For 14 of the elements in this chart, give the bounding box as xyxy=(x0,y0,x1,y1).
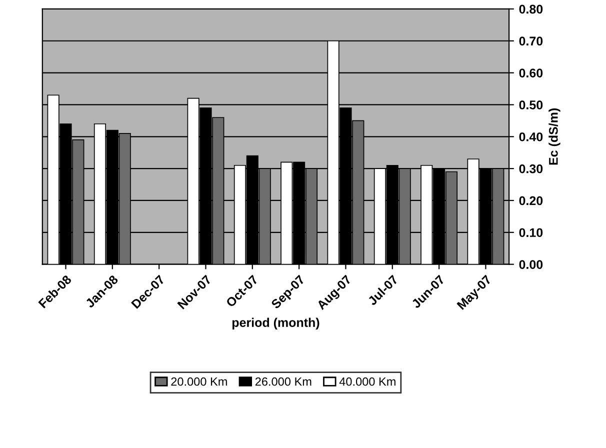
y-tick-label: 0.10 xyxy=(519,228,543,238)
legend-label: 26.000 Km xyxy=(255,377,312,386)
y-tick-label: 0.80 xyxy=(519,4,543,14)
y-tick-label: 0.70 xyxy=(519,36,543,46)
y-tick-label: 0.50 xyxy=(519,100,543,110)
legend-label: 20.000 Km xyxy=(171,377,227,386)
y-tick-label: 0.60 xyxy=(519,68,543,78)
y-tick-label: 0.40 xyxy=(519,132,543,142)
y-axis-title: Ec (dS/m) xyxy=(548,108,560,165)
y-tick-label: 0.30 xyxy=(519,164,543,174)
x-axis-title: period (month) xyxy=(232,318,320,330)
legend-label: 40.000 Km xyxy=(339,377,396,386)
y-tick-label: 0.20 xyxy=(519,196,543,206)
y-tick-label: 0.00 xyxy=(519,260,543,269)
